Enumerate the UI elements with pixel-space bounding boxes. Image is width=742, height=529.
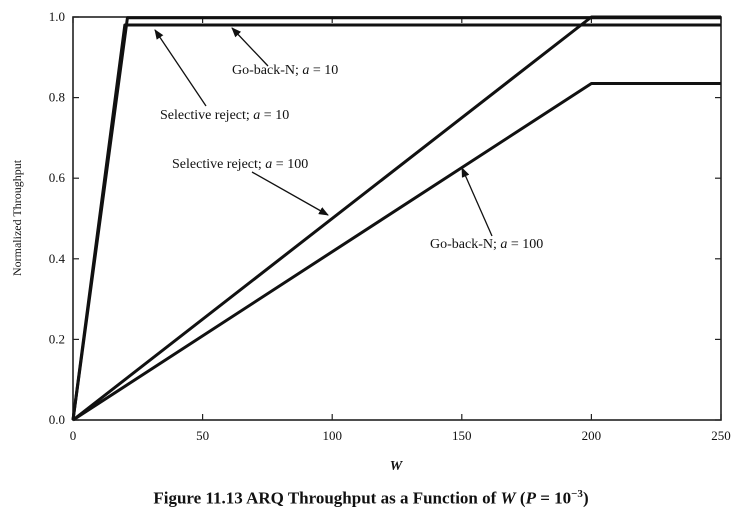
series-lines [71, 15, 721, 422]
y-tick-label: 1.0 [49, 9, 65, 24]
annotation-gbn-a10-label: Go-back-N; a = 10 [232, 63, 338, 78]
y-tick-label: 0.0 [49, 412, 65, 427]
annotation-gbn-a100-arrow [461, 167, 493, 237]
x-tick-label: 150 [452, 428, 472, 443]
annotation-text-part: Selective reject; [160, 108, 253, 123]
annotation-text-part: a [500, 237, 507, 252]
annotation-text-part: Go-back-N; [232, 63, 302, 78]
x-tick-label: 50 [196, 428, 209, 443]
caption-exponent: −3 [571, 488, 583, 500]
x-axis-label: W [390, 459, 404, 474]
series-line-sr-a10 [71, 23, 721, 421]
x-tick-label: 0 [70, 428, 77, 443]
caption-p: P [525, 488, 536, 508]
y-axis-label: Normalized Throughput [10, 159, 24, 276]
y-tick-label: 0.6 [49, 170, 66, 185]
annotation-text-part: = 10 [309, 63, 338, 78]
caption-eq: = 10 [535, 488, 572, 508]
caption-prefix: Figure 11.13 ARQ Throughput as a Functio… [153, 488, 501, 508]
annotation-text-part: = 100 [272, 157, 308, 172]
annotation-text-part: = 100 [507, 237, 543, 252]
axes [72, 16, 722, 421]
annotation-sr-a100-label: Selective reject; a = 100 [172, 157, 308, 172]
annotation-gbn-a10-arrow [231, 27, 269, 67]
x-tick-label: 100 [322, 428, 342, 443]
annotation-text-part: a [253, 108, 260, 123]
y-tick-label: 0.8 [49, 90, 65, 105]
annotation-text-part: = 10 [260, 108, 289, 123]
x-tick-label: 200 [582, 428, 602, 443]
annotation-sr-a10-arrow [154, 29, 207, 107]
caption-open: ( [515, 488, 526, 508]
series-line-gbn-a10 [71, 16, 721, 421]
annotation-sr-a10-label: Selective reject; a = 10 [160, 108, 289, 123]
x-tick-label: 250 [711, 428, 731, 443]
annotation-sr-a100-arrow [251, 171, 329, 216]
series-line-gbn-a100 [72, 81, 721, 422]
annotation-gbn-a100-label: Go-back-N; a = 100 [430, 237, 543, 252]
arq-throughput-chart: 0 50 100 150 200 250 0.0 0.2 0.4 0.6 0.8 1.0 Go-bac… [10, 9, 731, 474]
caption-w: W [500, 488, 516, 508]
ticks: 0 50 100 150 200 250 0.0 0.2 0.4 0.6 0.8 1.0 [49, 9, 731, 443]
annotation-text-part: Go-back-N; [430, 237, 500, 252]
annotation-text-part: Selective reject; [172, 157, 265, 172]
y-tick-label: 0.2 [49, 331, 65, 346]
caption-close: ) [582, 488, 589, 508]
figure-caption: Figure 11.13 ARQ Throughput as a Functio… [0, 488, 742, 509]
plot-frame [72, 16, 722, 421]
y-tick-label: 0.4 [49, 251, 66, 266]
annotation-text-part: a [302, 63, 309, 78]
series-line-sr-a100 [72, 15, 721, 422]
annotation-text-part: a [265, 157, 272, 172]
